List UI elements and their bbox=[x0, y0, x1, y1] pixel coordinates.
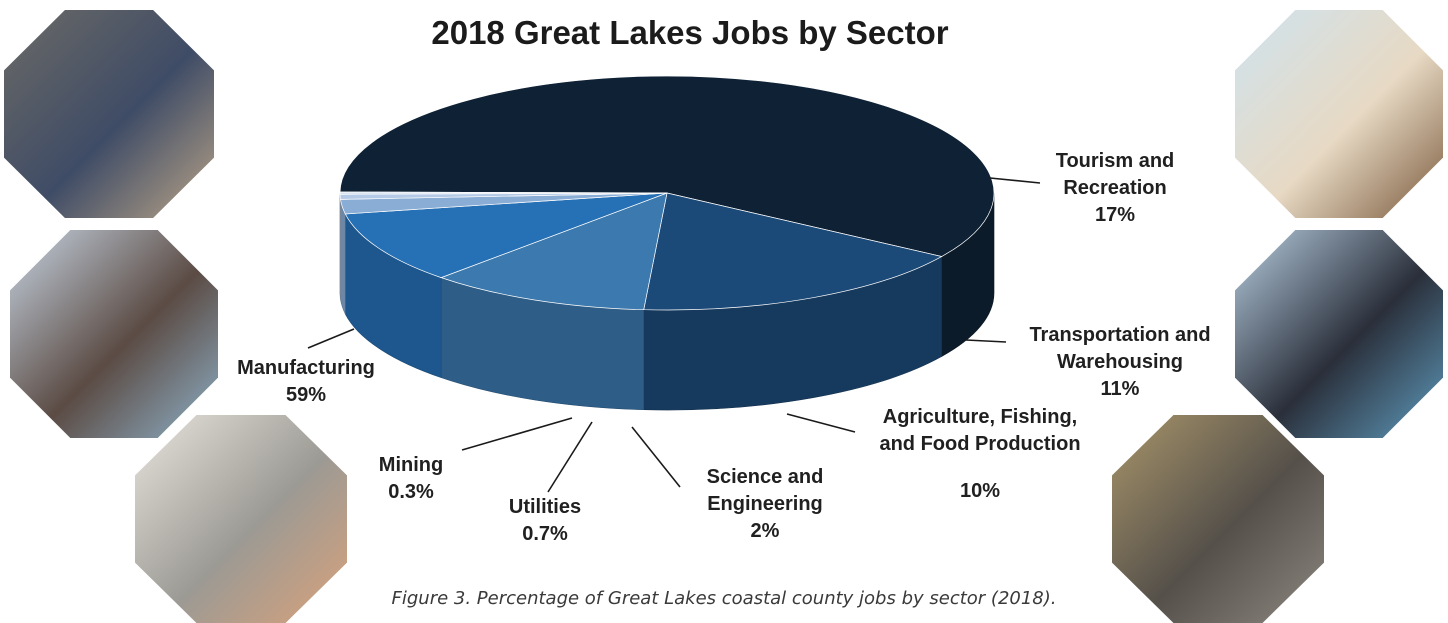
photo-freighter-ship bbox=[1235, 230, 1443, 438]
slice-label-agriculture: Agriculture, Fishing, and Food Productio… bbox=[850, 404, 1110, 458]
slice-label-manufacturing: Manufacturing 59% bbox=[216, 355, 396, 409]
photo-steel-worker bbox=[4, 10, 214, 218]
slice-label-tourism: Tourism and Recreation 17% bbox=[1030, 148, 1200, 229]
leader-line-science bbox=[632, 427, 680, 487]
slice-label-transportation: Transportation and Warehousing 11% bbox=[1010, 322, 1230, 403]
leader-line-agriculture bbox=[787, 414, 855, 432]
pie-side-science-and-engineering bbox=[340, 199, 345, 314]
leader-line-transportation bbox=[966, 340, 1006, 342]
leader-line-utilities bbox=[548, 422, 592, 492]
figure-caption: Figure 3. Percentage of Great Lakes coas… bbox=[0, 588, 1448, 609]
slice-label-science: Science and Engineering 2% bbox=[680, 464, 850, 545]
slice-value-agriculture: 10% bbox=[910, 478, 1050, 505]
slice-label-utilities: Utilities 0.7% bbox=[480, 494, 610, 548]
leader-line-manufacturing bbox=[308, 329, 354, 348]
photo-beach-restaurant bbox=[1235, 10, 1443, 218]
leader-line-mining bbox=[462, 418, 572, 450]
photo-power-plant bbox=[10, 230, 218, 438]
slice-label-mining: Mining 0.3% bbox=[356, 452, 466, 506]
